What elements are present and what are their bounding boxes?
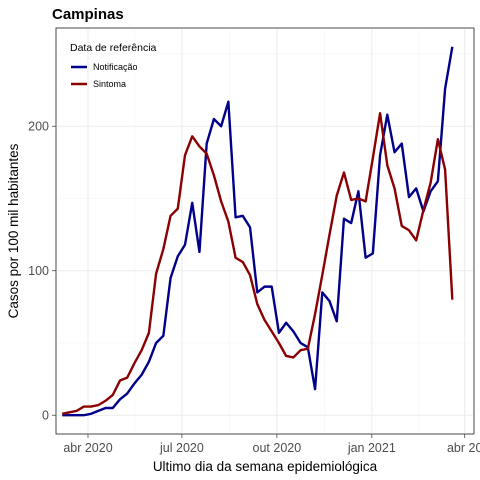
chart-title: Campinas <box>52 6 124 23</box>
series-line-notificacao <box>62 46 454 417</box>
series-line-sintoma <box>61 112 454 415</box>
plot-area <box>55 27 475 435</box>
y-axis-title: Casos por 100 mil habitantes <box>6 143 21 318</box>
x-tick-label: abr 20 <box>447 441 480 455</box>
legend-label-notificacao: Notificação <box>93 62 138 72</box>
legend-item-sintoma: Sintoma <box>71 79 126 89</box>
x-axis-title: Ultimo dia da semana epidemiológica <box>153 459 378 474</box>
x-tick-label: abr 2020 <box>63 441 112 455</box>
plot-border <box>55 27 475 435</box>
grid-minor <box>56 28 474 434</box>
y-axis: 0 100 200 <box>28 120 56 423</box>
grid-major <box>56 28 474 434</box>
legend: Data de referência Notificação Sintoma <box>70 42 157 89</box>
legend-title: Data de referência <box>70 42 157 54</box>
y-tick-label: 100 <box>28 264 49 278</box>
x-tick-label: jan 2021 <box>347 441 396 455</box>
x-tick-label: out 2020 <box>253 441 302 455</box>
series-layer <box>61 46 454 417</box>
x-axis: abr 2020 jul 2020 out 2020 jan 2021 abr 20 <box>63 434 480 455</box>
y-tick-label: 200 <box>28 120 49 134</box>
legend-label-sintoma: Sintoma <box>93 79 126 89</box>
plot-panel <box>55 27 475 435</box>
x-tick-label: jul 2020 <box>159 441 204 455</box>
y-tick-label: 0 <box>42 409 49 423</box>
legend-item-notificacao: Notificação <box>71 62 138 72</box>
